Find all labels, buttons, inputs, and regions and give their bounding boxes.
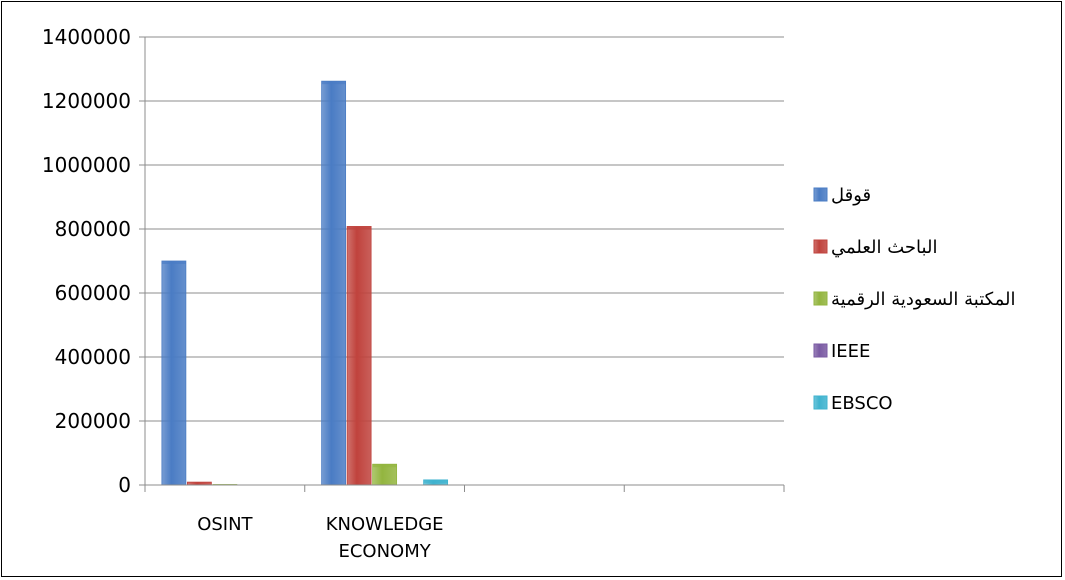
legend: قوقل الباحث العلمي المكتبة السعودية الرقمي… [813,185,1016,414]
legend-item: EBSCO [813,393,893,414]
bar [161,260,187,486]
bars [161,80,449,486]
legend-item: الباحث العلمي [813,237,937,258]
legend-swatch [813,239,828,254]
bar-cap [347,226,372,230]
y-tick-label: 200000 [55,409,131,433]
category-labels: OSINT KNOWLEDGE ECONOMY [197,514,443,562]
category-label: KNOWLEDGE [326,514,444,535]
legend-label: EBSCO [831,393,893,414]
bar-cap [423,479,448,483]
legend-label: الباحث العلمي [831,237,937,258]
bar-cap [161,261,186,264]
bar-cap [321,81,346,85]
bar [346,226,372,486]
legend-item: قوقل [813,185,871,206]
legend-label: IEEE [831,341,870,362]
y-tick-label: 600000 [55,281,131,305]
y-tick-label: 800000 [55,217,131,241]
y-tick-label: 0 [118,473,131,497]
legend-swatch [813,291,828,306]
legend-label: المكتبة السعودية الرقمية [831,289,1016,310]
y-tick-label: 1200000 [42,89,131,113]
axes [139,36,785,492]
bar-cap [372,464,397,468]
legend-item: المكتبة السعودية الرقمية [813,289,1016,310]
legend-label: قوقل [831,185,871,206]
legend-item: IEEE [813,341,870,362]
bar [372,463,398,486]
category-label: ECONOMY [338,541,431,562]
y-tick-label: 400000 [55,345,131,369]
legend-swatch [813,187,828,202]
y-tick-label: 1400000 [42,25,131,49]
y-tick-label: 1000000 [42,153,131,177]
y-tick-labels: 0 200000 400000 600000 800000 1000000 1200000 1… [42,25,131,497]
legend-swatch [813,343,828,358]
gridlines [145,36,784,422]
legend-swatch [813,395,828,410]
bar [321,80,347,486]
category-label: OSINT [197,514,253,535]
